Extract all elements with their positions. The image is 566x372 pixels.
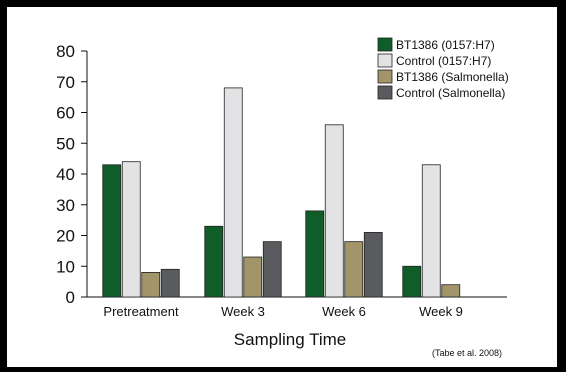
bar-chart: 0 10 20 30 40 50 60 70 80 Pretreatment Week 3 Week … <box>56 37 509 358</box>
bar <box>223 87 243 298</box>
bar <box>402 265 422 298</box>
bar <box>160 268 180 298</box>
bar <box>141 271 161 298</box>
bar <box>204 225 224 298</box>
legend-label: BT1386 (0157:H7) <box>396 38 495 52</box>
y-tick-label: 50 <box>56 134 75 153</box>
legend-swatch <box>377 85 393 100</box>
axes: 0 10 20 30 40 50 60 70 80 Pretreatment Week 3 Week … <box>56 42 507 319</box>
bar <box>262 241 282 298</box>
x-axis-label: Sampling Time <box>234 330 346 349</box>
bar <box>363 232 383 298</box>
y-tick-label: 30 <box>56 196 75 215</box>
legend-swatch <box>377 53 393 68</box>
y-tick-label: 20 <box>56 227 75 246</box>
chart-panel: 0 10 20 30 40 50 60 70 80 Pretreatment Week 3 Week … <box>7 7 557 367</box>
legend-swatch <box>377 37 393 52</box>
bar <box>441 284 461 298</box>
legend-swatch <box>377 69 393 84</box>
citation: (Tabe et al. 2008) <box>432 348 502 358</box>
y-tick-label: 70 <box>56 73 75 92</box>
bar <box>421 164 441 298</box>
y-tick-label: 0 <box>66 288 75 307</box>
legend-label: BT1386 (Salmonella) <box>396 70 509 84</box>
bars <box>102 87 461 298</box>
x-tick-label: Week 9 <box>419 304 463 319</box>
bar <box>121 161 141 298</box>
y-tick-label: 60 <box>56 104 75 123</box>
bar <box>324 124 344 298</box>
legend-label: Control (Salmonella) <box>396 86 505 100</box>
y-tick-label: 80 <box>56 42 75 61</box>
x-tick-label: Week 6 <box>322 304 366 319</box>
bar <box>305 210 325 298</box>
y-tick-label: 40 <box>56 165 75 184</box>
legend-label: Control (0157:H7) <box>396 54 491 68</box>
y-tick-label: 10 <box>56 257 75 276</box>
bar <box>102 164 122 298</box>
x-tick-label: Pretreatment <box>103 304 179 319</box>
x-tick-label: Week 3 <box>221 304 265 319</box>
legend: BT1386 (0157:H7) Control (0157:H7) BT1386 … <box>377 37 509 100</box>
bar <box>344 241 364 298</box>
bar <box>243 256 263 298</box>
